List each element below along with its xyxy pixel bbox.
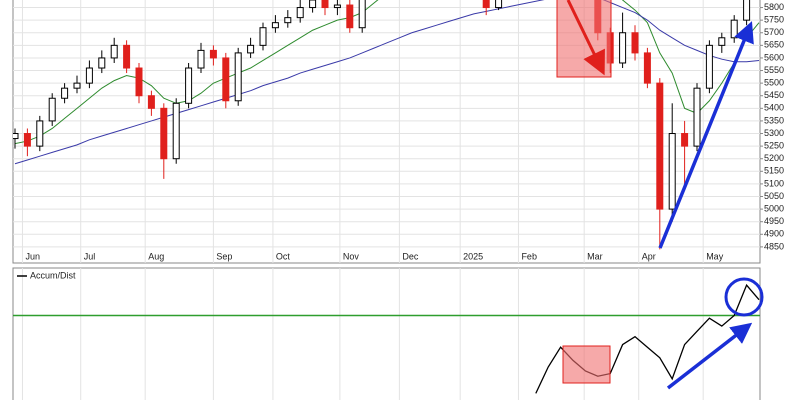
candle-body bbox=[48, 97, 56, 122]
arrow bbox=[566, 0, 605, 76]
candle-body bbox=[668, 133, 676, 210]
candle-body bbox=[123, 44, 131, 69]
labels: 4850 4900 4950 5000 5050 5100 5150 5200 5250 5300… bbox=[25, 2, 784, 261]
candle-body bbox=[358, 0, 366, 29]
candle-body bbox=[296, 7, 304, 19]
price-plot bbox=[13, 0, 760, 250]
candle-body bbox=[656, 82, 664, 210]
y-tick-label: 4900 bbox=[764, 229, 784, 239]
candle-body bbox=[631, 32, 639, 54]
candle-body bbox=[98, 57, 106, 69]
arrow bbox=[658, 21, 754, 249]
candle-body bbox=[160, 107, 168, 160]
candle-body bbox=[147, 95, 155, 109]
candle-body bbox=[730, 19, 738, 39]
x-tick-label: Mar bbox=[587, 251, 603, 261]
y-tick-label: 5400 bbox=[764, 103, 784, 113]
y-tick-label: 5100 bbox=[764, 178, 784, 188]
x-tick-label: Feb bbox=[521, 251, 537, 261]
y-tick-label: 5000 bbox=[764, 203, 784, 213]
candle-body bbox=[185, 67, 193, 104]
grid bbox=[13, 0, 760, 400]
x-tick-label: Oct bbox=[276, 251, 291, 261]
y-tick-label: 5550 bbox=[764, 65, 784, 75]
candle-body bbox=[705, 44, 713, 89]
x-tick-label: Aug bbox=[148, 251, 164, 261]
candle-body bbox=[321, 0, 329, 9]
y-tick-label: 5300 bbox=[764, 128, 784, 138]
price-panel bbox=[12, 0, 761, 264]
annotations bbox=[556, 0, 764, 390]
candle-body bbox=[346, 4, 354, 29]
candle-body bbox=[209, 49, 217, 59]
candle-body bbox=[284, 17, 292, 24]
arrow bbox=[666, 322, 753, 390]
indicator-panel bbox=[12, 267, 761, 400]
highlight-circle bbox=[724, 277, 764, 317]
candle-body bbox=[743, 0, 751, 21]
candle-body bbox=[73, 82, 81, 89]
candle-body bbox=[36, 120, 44, 147]
x-tick-label: Sep bbox=[216, 251, 232, 261]
candle-body bbox=[495, 0, 503, 9]
y-tick-label: 5150 bbox=[764, 166, 784, 176]
x-tick-label: Dec bbox=[402, 251, 419, 261]
candle-body bbox=[85, 67, 93, 84]
candle-body bbox=[309, 0, 317, 9]
x-tick-label: Jul bbox=[84, 251, 96, 261]
x-tick-label: 2025 bbox=[463, 251, 483, 261]
candle-body bbox=[718, 37, 726, 46]
candle-body bbox=[197, 49, 205, 69]
candle-body bbox=[247, 44, 255, 54]
x-tick-label: Nov bbox=[343, 251, 360, 261]
candle-body bbox=[681, 133, 689, 147]
y-tick-label: 5700 bbox=[764, 27, 784, 37]
candle-body bbox=[619, 32, 627, 64]
highlight-box bbox=[556, 0, 612, 78]
candle-body bbox=[271, 22, 279, 29]
x-tick-label: May bbox=[706, 251, 724, 261]
candle-body bbox=[234, 52, 242, 102]
y-tick-label: 4850 bbox=[764, 241, 784, 251]
candle-body bbox=[110, 44, 118, 59]
y-tick-label: 5500 bbox=[764, 78, 784, 88]
candle-body bbox=[61, 87, 69, 99]
candle-body bbox=[13, 133, 19, 140]
candle-body bbox=[172, 102, 180, 160]
y-tick-label: 5800 bbox=[764, 2, 784, 12]
y-tick-label: 5250 bbox=[764, 140, 784, 150]
moving-average bbox=[14, 0, 760, 165]
candle-body bbox=[693, 87, 701, 147]
x-tick-label: Apr bbox=[642, 251, 656, 261]
candle-body bbox=[23, 133, 31, 147]
candle-body bbox=[259, 27, 267, 46]
y-tick-label: 5450 bbox=[764, 90, 784, 100]
x-tick-label: Jun bbox=[25, 251, 40, 261]
candle-body bbox=[135, 67, 143, 97]
y-tick-label: 5200 bbox=[764, 153, 784, 163]
candle-body bbox=[643, 52, 651, 84]
highlight-box bbox=[562, 345, 611, 384]
y-tick-label: 5650 bbox=[764, 40, 784, 50]
candle-body bbox=[482, 0, 490, 9]
candle-body bbox=[333, 4, 341, 9]
indicator-label: Accum/Dist bbox=[30, 270, 76, 280]
y-tick-label: 5600 bbox=[764, 52, 784, 62]
y-tick-label: 4950 bbox=[764, 216, 784, 226]
y-tick-label: 5750 bbox=[764, 15, 784, 25]
candle-body bbox=[222, 57, 230, 102]
y-tick-label: 5050 bbox=[764, 191, 784, 201]
y-tick-label: 5350 bbox=[764, 115, 784, 125]
